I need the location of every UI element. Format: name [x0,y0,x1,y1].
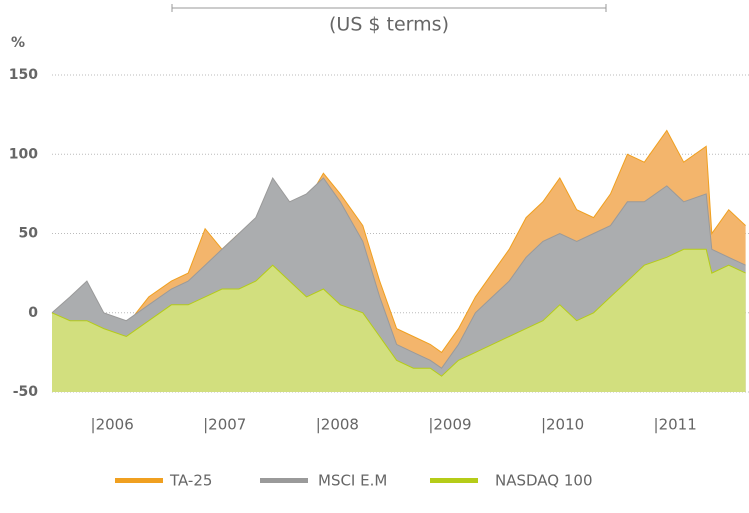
x-tick-label: |2011 [654,416,697,434]
x-tick-label: |2006 [91,416,134,434]
legend-label: MSCI E.M [318,472,387,490]
area-line [51,176,746,369]
x-tick-label: |2010 [541,416,584,434]
area [52,249,746,392]
y-tick-label: 50 [19,226,39,242]
y-tick-label: 0 [28,305,38,321]
legend-swatch [260,478,308,483]
y-tick-label: -50 [13,384,39,400]
legend-swatch [115,478,163,483]
y-tick-label: 100 [9,146,38,162]
area-line [51,129,746,354]
legend: TA-25 MSCI E.M NASDAQ 100 [115,472,593,490]
x-tick-label: |2009 [428,416,471,434]
area-line [51,248,746,377]
x-tick-label: |2007 [203,416,246,434]
plot [51,129,746,392]
chart-title: (US $ terms) [329,14,449,36]
legend-label: TA-25 [169,472,212,490]
legend-label: NASDAQ 100 [495,472,593,490]
y-tick-label: 150 [9,67,38,83]
grid: -50 0 50 100 150 |2006 |2007 |2008 |2009 |2010 |20… [9,67,749,434]
x-tick-label: |2008 [316,416,359,434]
legend-swatch [430,478,478,483]
y-axis-label: % [11,35,25,51]
